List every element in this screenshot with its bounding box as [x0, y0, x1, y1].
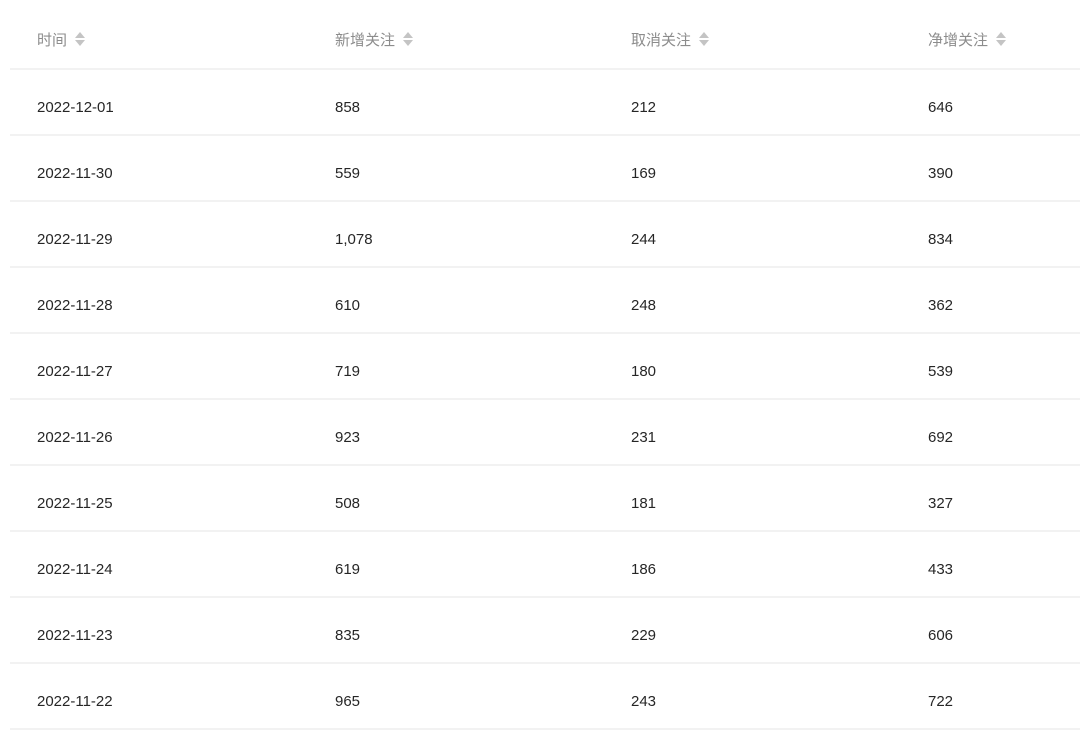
data-table: 时间 新增关注 — [10, 0, 1080, 730]
cell-time: 2022-11-28 — [10, 267, 335, 334]
cell-new-follows: 559 — [335, 135, 631, 202]
cell-new-follows: 858 — [335, 69, 631, 136]
sort-icon[interactable] — [75, 32, 86, 46]
cell-net-follows: 362 — [928, 267, 1080, 334]
column-header-net-follows-label: 净增关注 — [928, 31, 989, 49]
table-row: 2022-11-27 719 180 539 — [10, 333, 1080, 400]
table-row: 2022-11-23 835 229 606 — [10, 597, 1080, 664]
cell-unfollows: 212 — [631, 69, 928, 136]
cell-net-follows: 722 — [928, 663, 1080, 730]
cell-unfollows: 248 — [631, 267, 928, 334]
cell-net-follows: 327 — [928, 465, 1080, 532]
cell-new-follows: 610 — [335, 267, 631, 334]
sort-icon[interactable] — [699, 32, 710, 46]
caret-down-icon — [75, 40, 86, 46]
table-row: 2022-11-22 965 243 722 — [10, 663, 1080, 730]
table-row: 2022-11-30 559 169 390 — [10, 135, 1080, 202]
column-header-new-follows[interactable]: 新增关注 — [335, 0, 631, 70]
column-header-new-follows-label: 新增关注 — [335, 31, 396, 49]
column-header-time[interactable]: 时间 — [10, 0, 335, 70]
cell-new-follows: 923 — [335, 399, 631, 466]
table-row: 2022-11-24 619 186 433 — [10, 531, 1080, 598]
cell-time: 2022-12-01 — [10, 69, 335, 136]
cell-unfollows: 231 — [631, 399, 928, 466]
cell-net-follows: 834 — [928, 201, 1080, 268]
cell-new-follows: 965 — [335, 663, 631, 730]
cell-net-follows: 390 — [928, 135, 1080, 202]
sort-icon[interactable] — [996, 32, 1007, 46]
cell-new-follows: 619 — [335, 531, 631, 598]
cell-unfollows: 244 — [631, 201, 928, 268]
cell-unfollows: 186 — [631, 531, 928, 598]
cell-time: 2022-11-27 — [10, 333, 335, 400]
table-row: 2022-11-26 923 231 692 — [10, 399, 1080, 466]
caret-up-icon — [75, 32, 86, 38]
sort-icon[interactable] — [403, 32, 414, 46]
cell-time: 2022-11-22 — [10, 663, 335, 730]
caret-up-icon — [699, 32, 710, 38]
table-header-row: 时间 新增关注 — [10, 0, 1080, 70]
cell-net-follows: 692 — [928, 399, 1080, 466]
cell-time: 2022-11-25 — [10, 465, 335, 532]
table-row: 2022-11-29 1,078 244 834 — [10, 201, 1080, 268]
column-header-net-follows[interactable]: 净增关注 — [928, 0, 1080, 70]
cell-unfollows: 229 — [631, 597, 928, 664]
cell-time: 2022-11-26 — [10, 399, 335, 466]
table-row: 2022-11-28 610 248 362 — [10, 267, 1080, 334]
cell-new-follows: 835 — [335, 597, 631, 664]
cell-new-follows: 719 — [335, 333, 631, 400]
cell-new-follows: 508 — [335, 465, 631, 532]
cell-time: 2022-11-24 — [10, 531, 335, 598]
cell-net-follows: 539 — [928, 333, 1080, 400]
caret-down-icon — [996, 40, 1007, 46]
caret-down-icon — [699, 40, 710, 46]
cell-unfollows: 243 — [631, 663, 928, 730]
cell-unfollows: 181 — [631, 465, 928, 532]
caret-up-icon — [403, 32, 414, 38]
table-row: 2022-12-01 858 212 646 — [10, 69, 1080, 136]
column-header-unfollows-label: 取消关注 — [631, 31, 692, 49]
cell-time: 2022-11-23 — [10, 597, 335, 664]
column-header-unfollows[interactable]: 取消关注 — [631, 0, 928, 70]
cell-new-follows: 1,078 — [335, 201, 631, 268]
cell-unfollows: 169 — [631, 135, 928, 202]
cell-time: 2022-11-30 — [10, 135, 335, 202]
cell-net-follows: 646 — [928, 69, 1080, 136]
cell-time: 2022-11-29 — [10, 201, 335, 268]
cell-net-follows: 433 — [928, 531, 1080, 598]
caret-up-icon — [996, 32, 1007, 38]
table-row: 2022-11-25 508 181 327 — [10, 465, 1080, 532]
followers-stats-table: 时间 新增关注 — [10, 0, 1080, 730]
caret-down-icon — [403, 40, 414, 46]
cell-net-follows: 606 — [928, 597, 1080, 664]
column-header-time-label: 时间 — [37, 31, 68, 49]
cell-unfollows: 180 — [631, 333, 928, 400]
